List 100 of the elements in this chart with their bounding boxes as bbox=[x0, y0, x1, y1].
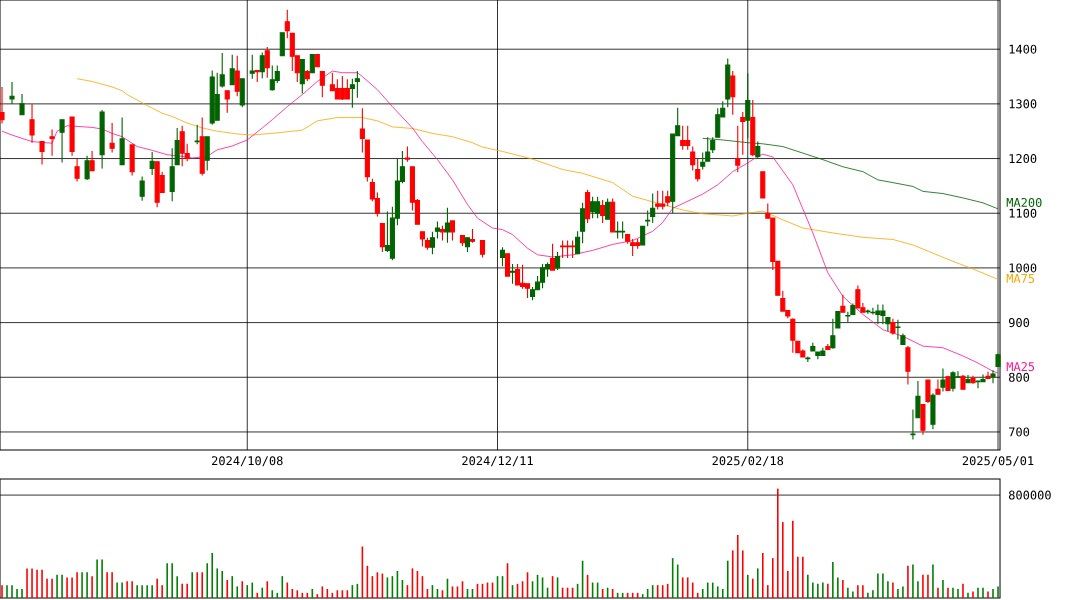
candlestick bbox=[109, 122, 115, 154]
candlestick bbox=[464, 237, 471, 253]
candlestick bbox=[434, 220, 440, 239]
candlestick bbox=[990, 369, 996, 384]
candlestick bbox=[970, 375, 976, 385]
x-tick-label: 2024/12/11 bbox=[462, 456, 533, 467]
candlestick bbox=[84, 155, 90, 181]
candlestick bbox=[509, 263, 516, 285]
candlestick bbox=[905, 345, 911, 385]
candlestick bbox=[39, 141, 45, 166]
y-tick-label: 700 bbox=[1009, 427, 1030, 437]
candlestick bbox=[249, 54, 255, 80]
candlestick bbox=[169, 147, 175, 202]
candlestick bbox=[379, 223, 385, 253]
candlestick bbox=[504, 253, 511, 277]
candlestick bbox=[960, 374, 966, 390]
candlestick bbox=[229, 54, 235, 86]
candlestick bbox=[199, 117, 205, 177]
candlestick bbox=[364, 139, 370, 183]
candlestick bbox=[625, 234, 631, 245]
series-label: MA200 bbox=[1006, 197, 1042, 208]
candlestick bbox=[49, 129, 55, 157]
candlestick bbox=[279, 32, 285, 57]
candlestick bbox=[239, 78, 245, 108]
candlestick bbox=[499, 246, 506, 267]
y-tick-label: 800000 bbox=[1008, 490, 1051, 500]
candlestick bbox=[319, 71, 325, 98]
candlestick bbox=[359, 107, 365, 154]
candlestick bbox=[835, 311, 841, 329]
candlestick bbox=[429, 231, 435, 255]
candlestick bbox=[950, 370, 956, 393]
candlestick bbox=[740, 111, 746, 156]
candlestick bbox=[214, 72, 220, 121]
candlestick bbox=[19, 93, 25, 116]
y-tick-label: 1000 bbox=[1009, 263, 1037, 273]
candlestick bbox=[444, 207, 451, 244]
candlestick bbox=[725, 57, 731, 108]
candlestick bbox=[965, 374, 971, 384]
candlestick bbox=[304, 69, 310, 82]
candlestick bbox=[29, 103, 35, 144]
candlestick bbox=[985, 371, 991, 379]
candlestick bbox=[730, 70, 736, 116]
candlestick bbox=[755, 141, 761, 159]
y-tick-label: 800 bbox=[1008, 372, 1030, 382]
candlestick bbox=[0, 86, 5, 125]
candlestick bbox=[680, 125, 686, 151]
candlestick bbox=[575, 230, 581, 255]
candlestick bbox=[149, 151, 155, 176]
candlestick bbox=[89, 150, 95, 172]
candlestick bbox=[314, 54, 320, 68]
candlestick bbox=[805, 355, 811, 363]
candlestick bbox=[995, 353, 1001, 368]
candlestick bbox=[424, 237, 430, 251]
candlestick bbox=[550, 243, 556, 271]
candlestick bbox=[74, 158, 80, 183]
candlestick bbox=[925, 379, 931, 404]
candlestick bbox=[99, 109, 105, 169]
candlestick bbox=[479, 240, 486, 259]
candlestick bbox=[555, 251, 561, 271]
candlestick bbox=[590, 196, 596, 219]
series-label: MA75 bbox=[1006, 274, 1035, 284]
candlestick bbox=[935, 378, 941, 395]
candlestick bbox=[700, 152, 706, 171]
candlestick bbox=[760, 171, 766, 199]
candlestick bbox=[449, 220, 456, 242]
candlestick bbox=[655, 190, 661, 210]
candlestick bbox=[264, 46, 270, 79]
candlestick bbox=[299, 59, 305, 95]
candlestick bbox=[645, 209, 651, 227]
candlestick bbox=[69, 116, 75, 157]
candlestick bbox=[605, 197, 611, 220]
candlestick bbox=[224, 90, 230, 114]
candlestick bbox=[439, 225, 445, 242]
x-tick-label: 2025/05/01 bbox=[962, 456, 1034, 467]
candlestick bbox=[469, 228, 476, 244]
candlestick bbox=[750, 99, 756, 157]
y-tick-label: 900 bbox=[1008, 318, 1030, 328]
y-tick-label: 1200 bbox=[1009, 154, 1037, 164]
candlestick bbox=[204, 136, 210, 172]
candlestick bbox=[640, 225, 646, 246]
candlestick bbox=[560, 240, 566, 259]
candlestick bbox=[840, 294, 846, 313]
candlestick bbox=[580, 202, 586, 244]
candlestick bbox=[695, 158, 701, 183]
candlestick bbox=[174, 127, 180, 166]
candlestick bbox=[9, 81, 15, 105]
candlestick bbox=[615, 220, 621, 239]
candlestick bbox=[59, 119, 65, 163]
candlestick bbox=[790, 317, 796, 354]
y-tick-label: 1400 bbox=[1009, 44, 1037, 54]
candlestick bbox=[344, 78, 350, 100]
candlestick bbox=[600, 199, 606, 224]
candlestick bbox=[349, 78, 355, 109]
candlestick bbox=[745, 72, 751, 139]
candlestick bbox=[404, 145, 410, 163]
candlestick bbox=[419, 231, 425, 248]
candlestick bbox=[194, 124, 200, 145]
candlestick bbox=[735, 125, 741, 173]
y-tick-label: 1300 bbox=[1009, 99, 1037, 109]
candlestick bbox=[129, 144, 135, 177]
